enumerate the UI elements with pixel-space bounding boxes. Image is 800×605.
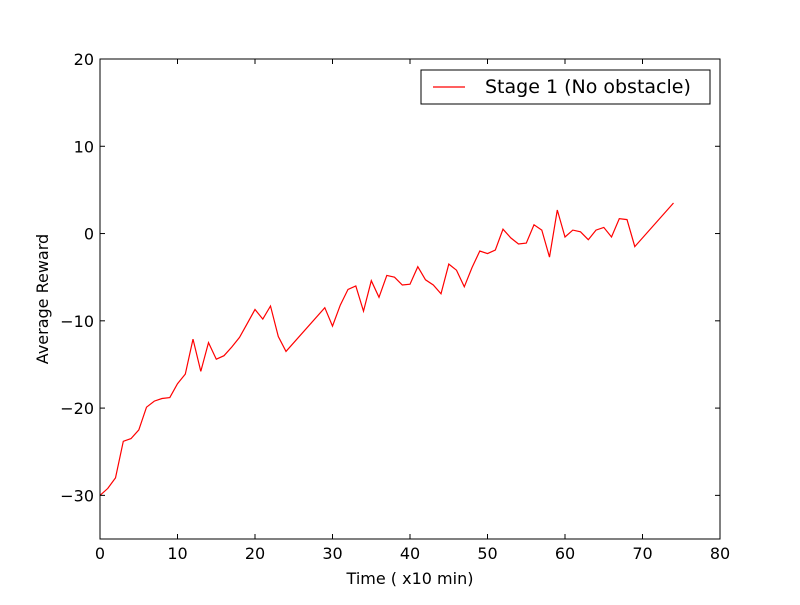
legend: Stage 1 (No obstacle) [420,69,711,105]
y-tick-label: 10 [74,137,94,156]
x-axis: 0 10 20 30 40 50 60 70 80 [95,59,730,563]
y-tick-label: 0 [84,225,94,244]
x-tick-label: 20 [245,544,265,563]
x-tick-label: 60 [555,544,575,563]
x-tick-label: 0 [95,544,105,563]
y-tick-label: −20 [60,399,94,418]
x-axis-label: Time ( x10 min) [346,569,474,588]
x-tick-label: 50 [477,544,497,563]
x-tick-label: 70 [632,544,652,563]
y-axis: −30 −20 −10 0 10 20 [60,50,720,505]
y-axis-label: Average Reward [33,234,52,364]
series-line [99,202,674,496]
x-tick-label: 30 [322,544,342,563]
plot-frame [99,58,721,540]
y-tick-label: −30 [60,486,94,505]
y-tick-label: −10 [60,312,94,331]
x-tick-label: 80 [710,544,730,563]
x-tick-label: 10 [167,544,187,563]
legend-box [420,69,711,105]
y-tick-label: 20 [74,50,94,69]
x-tick-label: 40 [400,544,420,563]
plot-lines [99,202,674,496]
legend-label: Stage 1 (No obstacle) [485,76,691,98]
